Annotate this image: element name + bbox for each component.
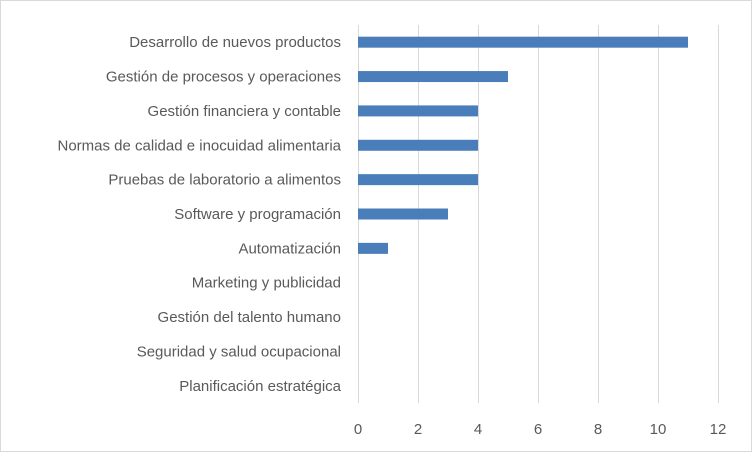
- gridlines: [358, 25, 719, 403]
- bar: [358, 139, 478, 151]
- category-label: Planificación estratégica: [179, 378, 341, 395]
- category-label: Automatización: [238, 240, 341, 257]
- category-label: Seguridad y salud ocupacional: [137, 343, 341, 360]
- bar: [358, 174, 478, 186]
- category-label: Normas de calidad e inocuidad alimentari…: [58, 137, 342, 154]
- bar: [358, 71, 508, 83]
- x-tick-label: 2: [414, 421, 422, 438]
- category-label: Desarrollo de nuevos productos: [129, 34, 341, 51]
- bar: [358, 242, 388, 254]
- bar: [358, 208, 448, 220]
- x-tick-label: 10: [650, 421, 667, 438]
- category-label: Gestión de procesos y operaciones: [106, 69, 341, 86]
- x-tick-label: 6: [534, 421, 542, 438]
- category-label: Pruebas de laboratorio a alimentos: [108, 172, 341, 189]
- bar: [358, 105, 478, 117]
- x-tick-label: 8: [594, 421, 602, 438]
- category-labels: Desarrollo de nuevos productos Gestión de…: [58, 34, 342, 395]
- bars: [358, 36, 688, 254]
- category-label: Software y programación: [174, 206, 341, 223]
- x-tick-label: 4: [474, 421, 482, 438]
- bar: [358, 36, 688, 48]
- x-axis-tick-labels: 0 2 4 6 8 10 12: [354, 421, 727, 438]
- x-tick-label: 12: [710, 421, 727, 438]
- x-tick-label: 0: [354, 421, 362, 438]
- category-label: Marketing y publicidad: [192, 275, 341, 292]
- category-label: Gestión financiera y contable: [148, 103, 341, 120]
- category-label: Gestión del talento humano: [158, 309, 341, 326]
